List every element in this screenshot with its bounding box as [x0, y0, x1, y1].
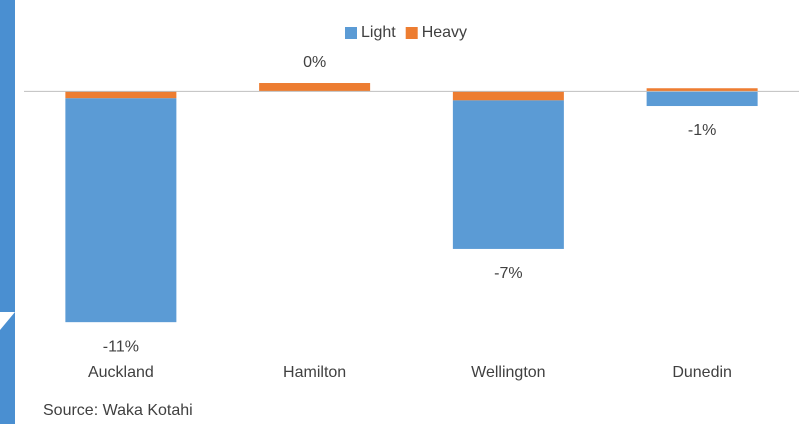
data-label: -1% [688, 122, 716, 139]
side-strip [0, 0, 15, 424]
x-tick-label: Auckland [88, 364, 154, 381]
bar-segment [259, 83, 371, 92]
bar-segment [452, 100, 564, 249]
bar-segment [65, 98, 177, 323]
x-tick-label: Wellington [471, 364, 545, 381]
bar-segment [646, 88, 758, 92]
x-tick-label: Hamilton [283, 364, 346, 381]
bar-segment [646, 91, 758, 107]
bar-segment [452, 91, 564, 101]
legend-swatch [345, 27, 357, 39]
legend-swatch [405, 27, 418, 39]
data-label: -11% [103, 338, 139, 355]
data-label: -7% [494, 265, 522, 282]
legend-label: Heavy [422, 24, 467, 41]
x-tick-label: Dunedin [672, 364, 732, 381]
legend-label: Light [361, 24, 396, 41]
data-label: 0% [303, 54, 326, 71]
bar-segment [65, 91, 177, 99]
side-notch [0, 312, 15, 330]
source-note: Source: Waka Kotahi [43, 402, 193, 419]
